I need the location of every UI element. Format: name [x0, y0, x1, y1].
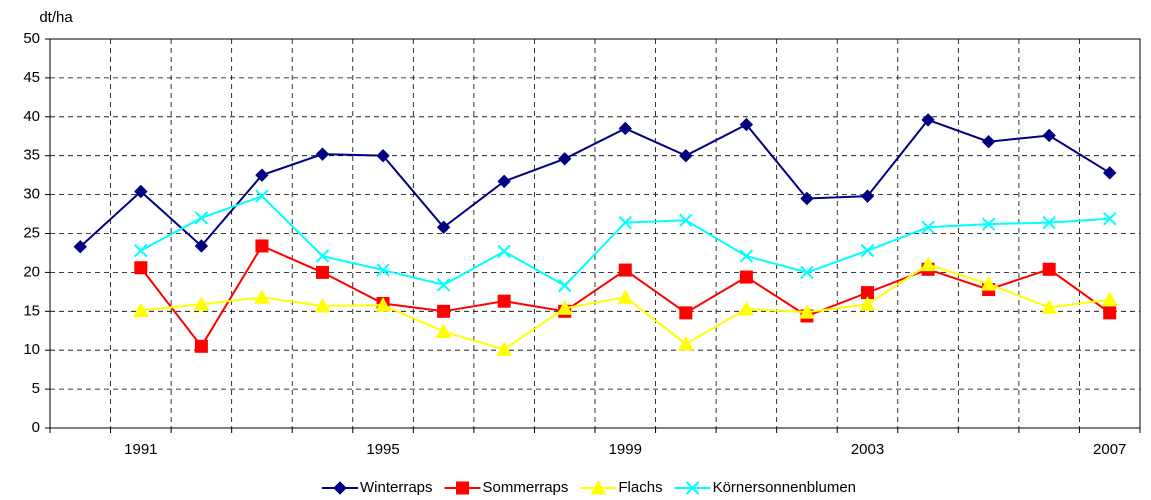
marker — [194, 211, 209, 225]
x-tick-label: 1991 — [124, 441, 157, 458]
x-tick-label: 2003 — [851, 441, 884, 458]
marker — [685, 481, 700, 495]
marker — [194, 239, 209, 253]
marker — [435, 323, 452, 339]
legend-label: Flachs — [618, 479, 662, 496]
marker — [194, 339, 208, 353]
marker — [436, 220, 451, 234]
marker — [558, 278, 572, 293]
x-tick-label: 2007 — [1093, 441, 1126, 458]
marker — [739, 249, 754, 263]
y-tick-label: 45 — [23, 69, 40, 86]
marker — [315, 147, 330, 161]
y-tick-label: 30 — [23, 186, 40, 203]
marker — [193, 296, 210, 311]
marker — [134, 261, 148, 275]
marker — [617, 289, 634, 304]
marker — [618, 121, 632, 136]
marker — [738, 300, 755, 316]
marker — [375, 297, 391, 312]
marker — [314, 297, 331, 313]
marker — [800, 191, 814, 206]
marker — [679, 306, 693, 320]
y-tick-label: 5 — [32, 380, 40, 397]
marker — [255, 239, 269, 253]
marker — [1103, 306, 1117, 320]
marker — [679, 213, 693, 227]
y-tick-label: 10 — [23, 341, 40, 358]
marker — [376, 263, 390, 277]
marker — [981, 217, 996, 231]
y-tick-label: 40 — [23, 108, 40, 125]
marker — [1042, 128, 1056, 143]
marker — [134, 184, 148, 199]
marker — [315, 249, 330, 263]
marker — [497, 244, 511, 259]
marker — [558, 152, 572, 166]
marker — [436, 278, 451, 292]
marker — [859, 296, 876, 311]
x-tick-label: 1995 — [366, 441, 399, 458]
y-tick-label: 15 — [23, 302, 40, 319]
marker — [1042, 215, 1056, 230]
legend-label: Sommerraps — [483, 479, 569, 496]
x-tick-label: 1999 — [609, 441, 642, 458]
marker — [456, 481, 470, 495]
marker — [590, 479, 607, 495]
marker — [497, 174, 511, 189]
series-line — [79, 118, 1111, 248]
marker — [1041, 299, 1058, 314]
y-tick-label: 35 — [23, 147, 40, 164]
legend-label: Winterraps — [360, 479, 433, 496]
legend-label: Körnersonnenblumen — [713, 479, 856, 496]
marker — [739, 117, 754, 132]
marker — [677, 335, 694, 351]
marker — [333, 481, 347, 495]
marker — [497, 294, 511, 308]
marker — [556, 300, 573, 315]
marker — [860, 243, 875, 258]
marker — [1103, 212, 1117, 226]
marker — [679, 148, 693, 163]
marker — [921, 220, 935, 234]
y-tick-label: 25 — [23, 224, 40, 241]
marker — [618, 263, 632, 277]
marker — [376, 148, 390, 163]
marker — [255, 168, 269, 182]
y-tick-label: 20 — [23, 263, 40, 280]
marker — [860, 189, 875, 203]
marker — [800, 265, 814, 280]
marker — [1103, 166, 1117, 180]
plot-frame — [49, 38, 1141, 429]
marker — [73, 240, 87, 254]
marker — [739, 270, 753, 284]
marker — [316, 265, 329, 279]
marker — [134, 243, 148, 258]
marker — [1042, 262, 1056, 276]
legend: Winterraps Sommerraps Flachs Körnersonnenbl… — [321, 479, 856, 496]
y-tick-label: 0 — [32, 419, 40, 436]
marker — [254, 289, 270, 304]
marker — [255, 189, 269, 203]
marker — [981, 134, 996, 149]
marker — [618, 215, 632, 230]
marker — [496, 341, 513, 356]
marker — [921, 113, 935, 127]
series-line — [140, 263, 1110, 351]
marker — [920, 256, 936, 272]
marker — [437, 304, 451, 318]
marker — [132, 302, 149, 318]
marker — [1101, 291, 1118, 307]
marker — [799, 304, 815, 319]
marker — [980, 276, 997, 291]
y-tick-label: 50 — [23, 30, 40, 47]
y-axis-label: dt/ha — [39, 9, 73, 26]
